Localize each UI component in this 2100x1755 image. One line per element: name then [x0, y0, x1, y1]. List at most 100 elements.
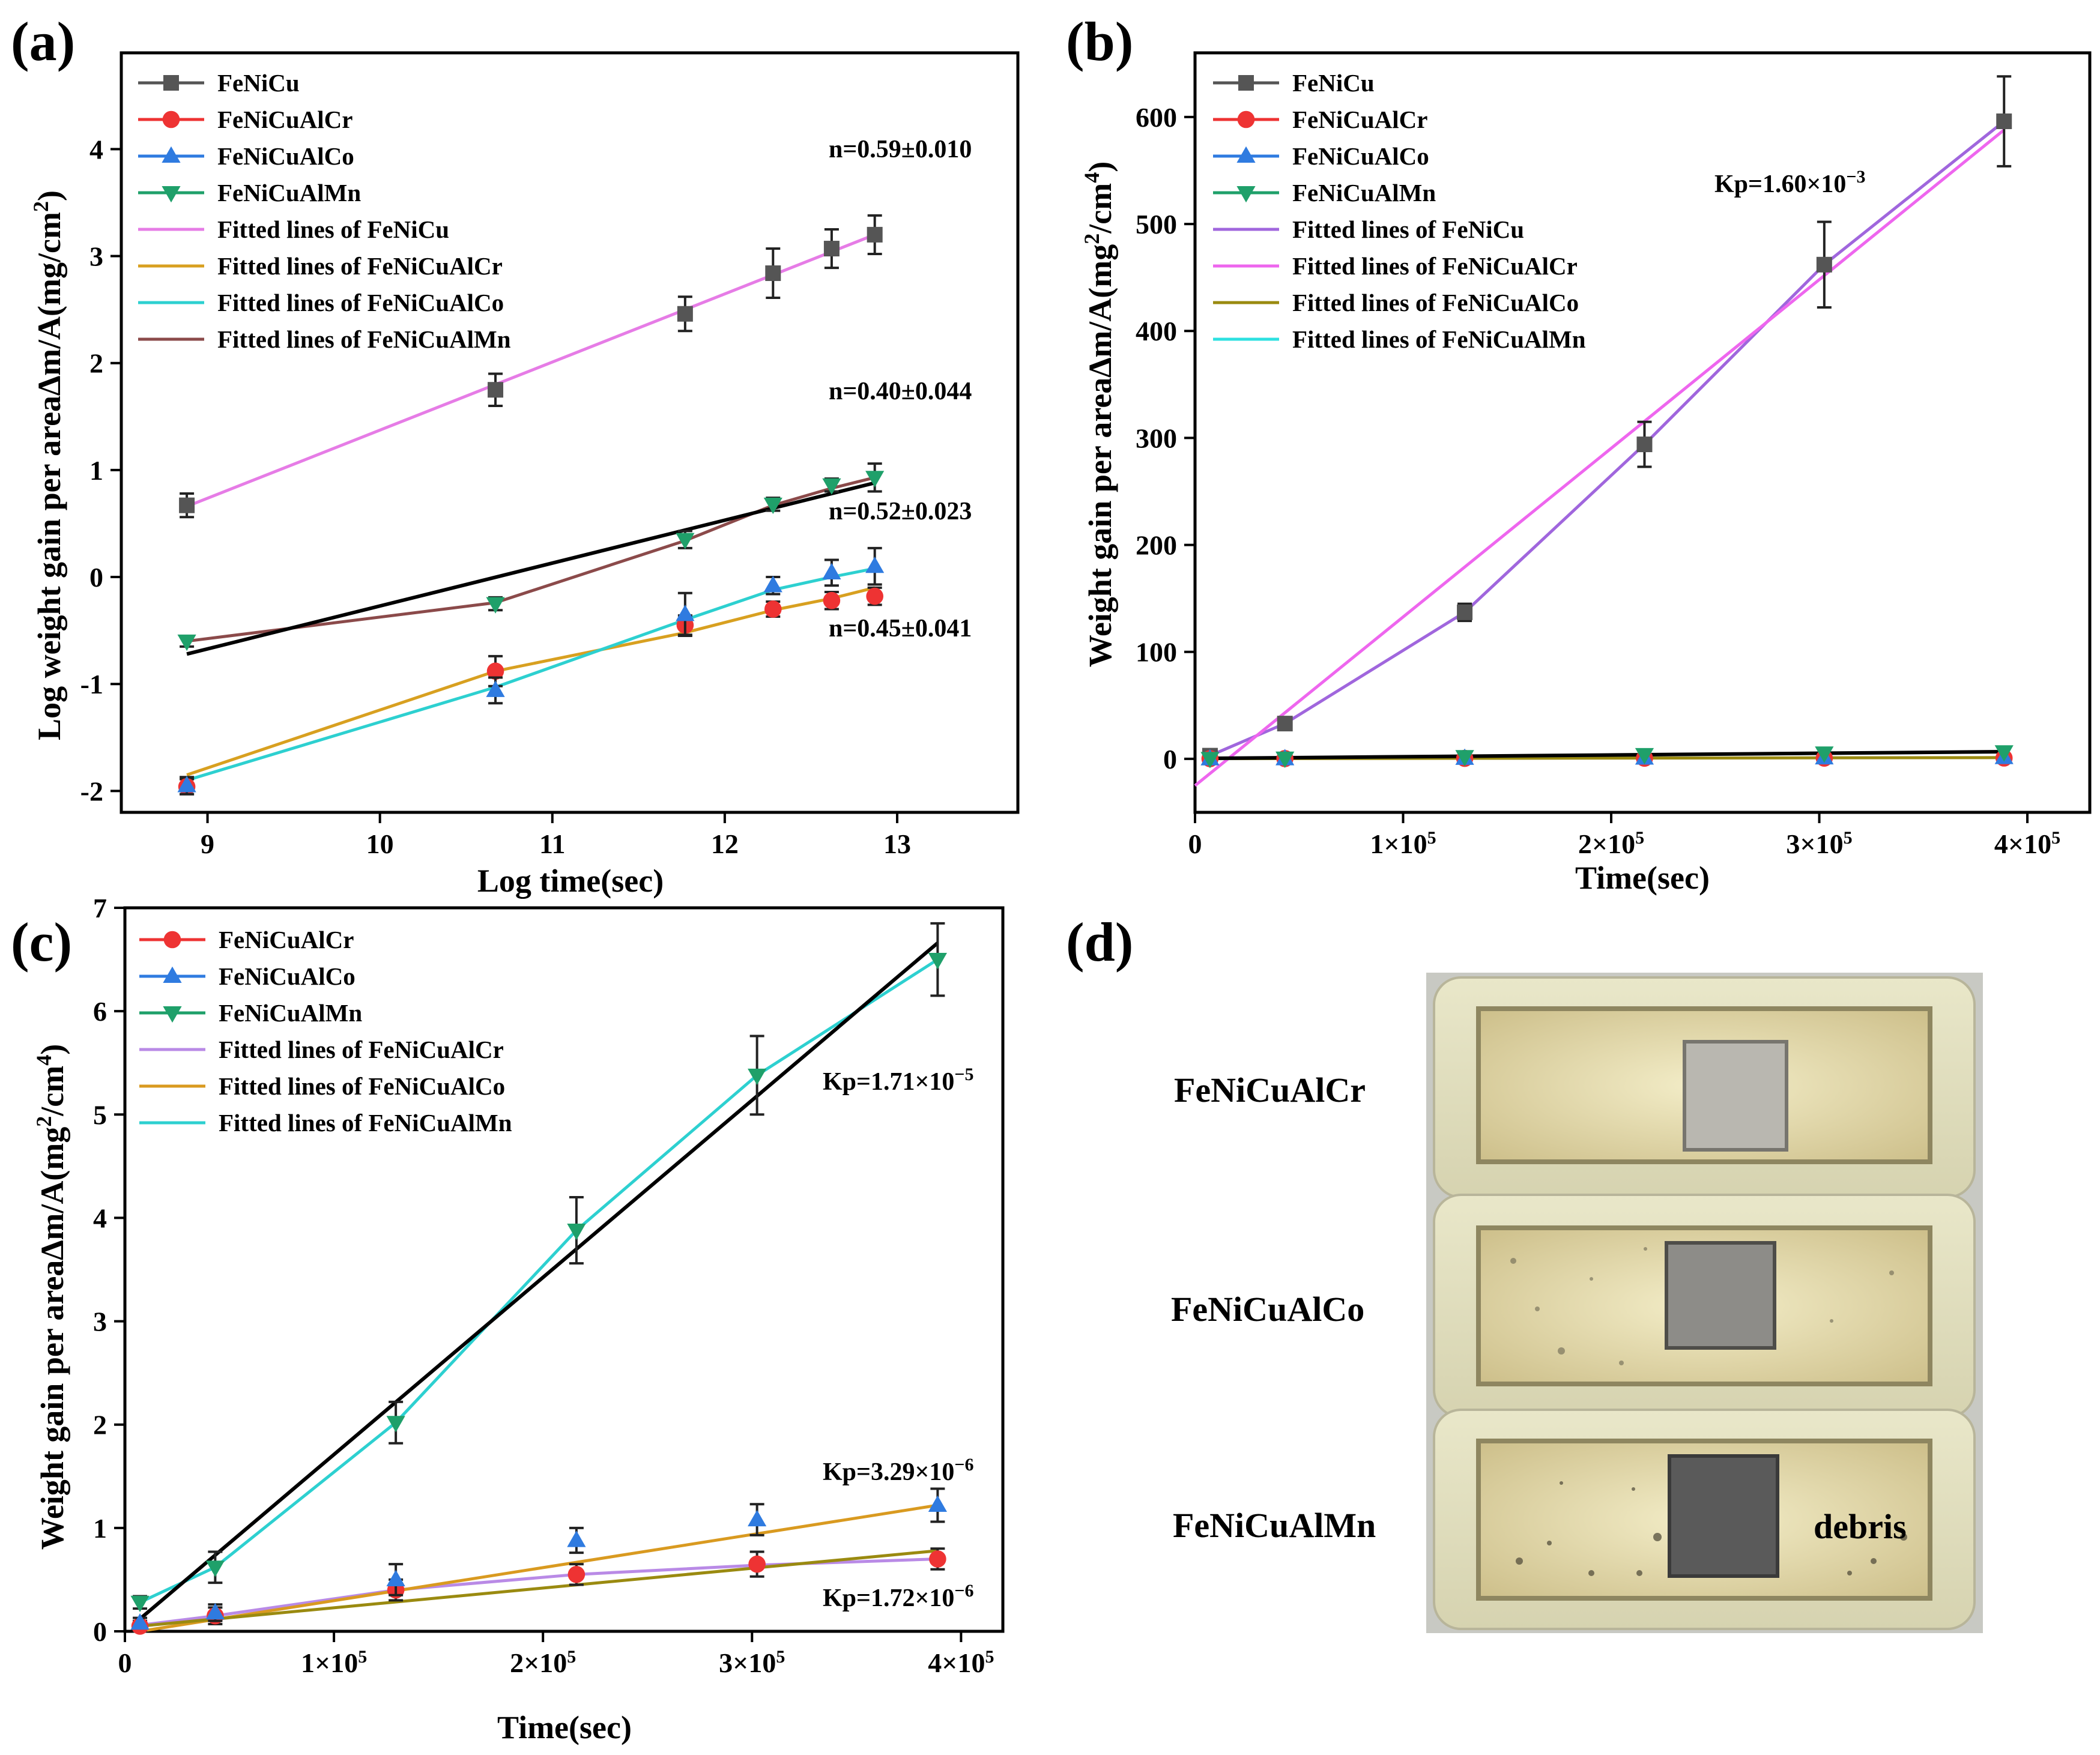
legend-marker	[163, 966, 182, 983]
y-tick-label: 7	[93, 893, 107, 923]
crucible-photo	[1426, 973, 1983, 1633]
data-point	[205, 1602, 225, 1620]
x-tick-label: 4×105	[1994, 828, 2060, 860]
x-tick-label: 2×105	[1578, 828, 1644, 860]
y-tick-label: 1	[89, 455, 103, 486]
panel-c-label: (c)	[11, 911, 72, 973]
axis-title-x-b: Time(sec)	[1575, 860, 1710, 896]
sample-co	[1665, 1241, 1776, 1350]
x-tick-label: 1×105	[301, 1647, 367, 1679]
data-point	[386, 1416, 405, 1433]
legend-label: FeNiCuAlCr	[1292, 106, 1427, 133]
x-tick-label: 4×105	[928, 1647, 994, 1679]
x-tick-label: 1×105	[1370, 828, 1436, 860]
legend-label: FeNiCuAlCr	[219, 926, 354, 953]
data-point	[1275, 751, 1295, 769]
annotation-kp-co: Kp=3.29×10−6	[823, 1455, 974, 1487]
y-tick-label: 600	[1136, 102, 1177, 133]
data-point	[567, 1224, 586, 1240]
plot-b-area: 0 1×105 2×105 3×105 4×105 0 100 200 300 400 500 600	[1136, 51, 2092, 860]
data-point	[486, 597, 505, 614]
y-tick-label: 500	[1136, 209, 1177, 240]
data-point	[1815, 746, 1834, 763]
legend-a: FeNiCu FeNiCuAlCr FeNiCuAlCo FeNiCuAlMn Fitt…	[138, 69, 511, 353]
data-point	[822, 563, 841, 579]
y-tick-label: -1	[80, 669, 103, 699]
annotation-kp-cr: Kp=1.72×10−6	[823, 1581, 974, 1613]
reference-line	[139, 1549, 938, 1628]
data-point	[763, 497, 782, 515]
legend-marker	[162, 146, 181, 163]
photo-label-mn: FeNiCuAlMn	[1173, 1506, 1376, 1545]
photo-label-cr: FeNiCuAlCr	[1174, 1071, 1366, 1110]
data-point	[822, 478, 841, 495]
data-point	[177, 776, 196, 793]
sample-cr	[1683, 1040, 1788, 1152]
fitted-line	[139, 1503, 938, 1633]
data-point	[763, 576, 782, 593]
legend-marker	[1236, 186, 1256, 203]
fitted-line	[186, 476, 876, 643]
x-tick-label: 0	[1188, 829, 1202, 859]
panel-b-label: (b)	[1066, 11, 1133, 72]
x-tick-label: 10	[366, 829, 394, 859]
fitted-line	[186, 233, 876, 508]
debris-dots-2	[1510, 1247, 1894, 1365]
data-point	[1636, 436, 1653, 453]
data-point	[765, 265, 781, 282]
plot-frame	[1193, 51, 2092, 814]
legend-label: FeNiCu	[1292, 69, 1375, 97]
panel-a-label: (a)	[11, 11, 75, 72]
legend-label: Fitted lines of FeNiCuAlCo	[219, 1072, 505, 1100]
legend-label: FeNiCuAlMn	[219, 999, 362, 1027]
y-tick-label: 0	[1163, 744, 1177, 775]
y-tick-label: 200	[1136, 530, 1177, 561]
fitted-line	[186, 567, 876, 782]
legend-label: FeNiCuAlCo	[217, 142, 354, 170]
legend-label: Fitted lines of FeNiCuAlCr	[1292, 252, 1578, 280]
data-point	[567, 1530, 586, 1547]
legend-label: Fitted lines of FeNiCu	[1292, 216, 1524, 243]
panel-c: (c) 0 1×105 2×105 3×105 4×105 0 1 2 3 4 5 6 7 FeNiCu…	[11, 893, 1005, 1745]
legend-label: Fitted lines of FeNiCuAlCr	[217, 252, 503, 280]
legend-label: FeNiCuAlCo	[1292, 142, 1429, 170]
reference-line	[186, 481, 876, 656]
axis-title-y-a: Log weight gain per area∆m/A(mg/cm2)	[29, 190, 67, 740]
y-tick-label: 4	[89, 134, 103, 165]
fitted-line	[1209, 120, 2005, 757]
legend-label: FeNiCu	[217, 69, 300, 97]
data-point	[130, 1595, 150, 1613]
legend-marker	[1237, 110, 1255, 128]
legend-label: FeNiCuAlCr	[217, 106, 353, 133]
data-point	[676, 533, 695, 549]
plot-c-area: 0 1×105 2×105 3×105 4×105 0 1 2 3 4 5 6 7	[93, 893, 1005, 1679]
legend-b: FeNiCu FeNiCuAlCr FeNiCuAlCo FeNiCuAlMn Fitt…	[1213, 69, 1586, 353]
legend-label: Fitted lines of FeNiCuAlMn	[219, 1109, 512, 1137]
annotation-n-2: n=0.40±0.044	[829, 378, 972, 405]
legend-label: FeNiCuAlMn	[1292, 179, 1436, 207]
data-point	[866, 587, 883, 605]
y-tick-label: 2	[89, 348, 103, 379]
data-point	[865, 556, 885, 573]
panel-b: (b) 0 1×105 2×105 3×105 4×105 0 100 200 300 400 50…	[1066, 11, 2092, 896]
y-tick-label: 3	[89, 241, 103, 272]
y-tick-label: 4	[93, 1203, 107, 1233]
data-point	[748, 1555, 766, 1573]
data-point	[1996, 113, 2012, 130]
x-tick-label: 13	[883, 829, 911, 859]
y-tick-label: 6	[93, 996, 107, 1027]
annotation-n-feni-cu: n=0.59±0.010	[829, 136, 972, 163]
x-tick-label: 0	[118, 1648, 132, 1678]
legend-marker	[162, 186, 181, 203]
x-tick-label: 3×105	[719, 1647, 785, 1679]
axis-title-y-c: Weight gain per area∆m/A(mg2/cm4)	[32, 1044, 70, 1550]
axis-title-y-b: Weight gain per area∆m/A(mg2/cm4)	[1080, 162, 1118, 667]
data-point	[205, 1560, 225, 1577]
x-tick-label: 12	[711, 829, 739, 859]
legend-label: Fitted lines of FeNiCuAlCo	[1292, 289, 1579, 316]
x-tick-label: 2×105	[510, 1647, 576, 1679]
data-point	[928, 953, 947, 970]
data-point	[748, 1509, 767, 1527]
